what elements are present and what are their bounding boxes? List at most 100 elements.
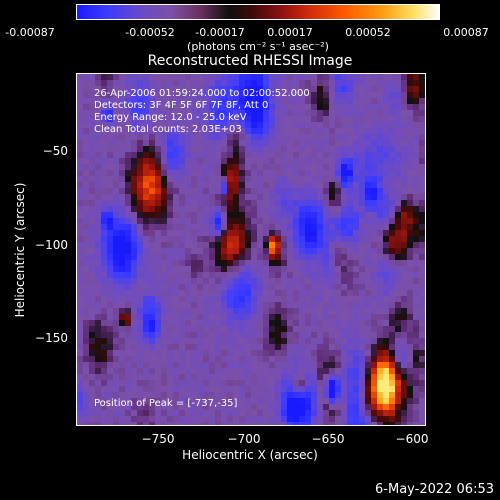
- image-pixel: [125, 308, 131, 314]
- image-pixel: [197, 308, 203, 314]
- image-pixel: [113, 356, 119, 362]
- image-pixel: [257, 260, 263, 266]
- image-pixel: [293, 158, 299, 164]
- image-pixel: [281, 98, 287, 104]
- image-pixel: [365, 206, 371, 212]
- image-pixel: [311, 416, 317, 422]
- image-pixel: [173, 386, 179, 392]
- image-pixel: [407, 362, 413, 368]
- image-pixel: [311, 110, 317, 116]
- image-pixel: [419, 140, 425, 146]
- image-pixel: [233, 164, 239, 170]
- image-pixel: [269, 422, 275, 425]
- image-title: Reconstructed RHESSI Image: [147, 53, 353, 69]
- image-pixel: [287, 188, 293, 194]
- image-pixel: [395, 182, 401, 188]
- image-pixel: [101, 344, 107, 350]
- image-pixel: [113, 98, 119, 104]
- image-pixel: [113, 188, 119, 194]
- image-pixel: [161, 164, 167, 170]
- image-pixel: [293, 290, 299, 296]
- image-pixel: [371, 308, 377, 314]
- image-pixel: [347, 392, 353, 398]
- image-pixel: [383, 284, 389, 290]
- image-pixel: [83, 308, 89, 314]
- image-pixel: [203, 74, 209, 80]
- image-pixel: [185, 80, 191, 86]
- image-pixel: [263, 344, 269, 350]
- image-pixel: [395, 104, 401, 110]
- image-pixel: [185, 386, 191, 392]
- image-pixel: [179, 290, 185, 296]
- image-pixel: [341, 98, 347, 104]
- image-pixel: [125, 248, 131, 254]
- image-pixel: [263, 254, 269, 260]
- image-pixel: [203, 290, 209, 296]
- image-pixel: [341, 380, 347, 386]
- image-pixel: [227, 194, 233, 200]
- image-pixel: [245, 356, 251, 362]
- image-pixel: [179, 140, 185, 146]
- image-pixel: [317, 260, 323, 266]
- image-pixel: [317, 332, 323, 338]
- image-pixel: [407, 110, 413, 116]
- image-pixel: [305, 278, 311, 284]
- image-pixel: [101, 152, 107, 158]
- image-pixel: [77, 110, 83, 116]
- image-pixel: [251, 278, 257, 284]
- image-pixel: [77, 218, 83, 224]
- image-pixel: [365, 272, 371, 278]
- image-pixel: [191, 110, 197, 116]
- image-pixel: [293, 380, 299, 386]
- image-pixel: [269, 260, 275, 266]
- image-pixel: [89, 218, 95, 224]
- image-pixel: [233, 290, 239, 296]
- image-pixel: [215, 284, 221, 290]
- image-pixel: [119, 362, 125, 368]
- image-pixel: [179, 254, 185, 260]
- image-pixel: [77, 260, 83, 266]
- image-pixel: [149, 266, 155, 272]
- image-pixel: [131, 98, 137, 104]
- image-pixel: [179, 242, 185, 248]
- image-pixel: [353, 200, 359, 206]
- image-pixel: [395, 398, 401, 404]
- image-pixel: [149, 362, 155, 368]
- image-pixel: [377, 104, 383, 110]
- image-pixel: [365, 290, 371, 296]
- image-pixel: [251, 80, 257, 86]
- image-pixel: [125, 230, 131, 236]
- image-pixel: [281, 248, 287, 254]
- image-pixel: [185, 290, 191, 296]
- image-pixel: [101, 134, 107, 140]
- image-pixel: [413, 338, 419, 344]
- image-pixel: [305, 128, 311, 134]
- image-pixel: [353, 326, 359, 332]
- image-pixel: [275, 158, 281, 164]
- image-pixel: [161, 104, 167, 110]
- image-pixel: [305, 368, 311, 374]
- image-pixel: [401, 290, 407, 296]
- image-pixel: [239, 338, 245, 344]
- image-pixel: [383, 332, 389, 338]
- image-pixel: [239, 80, 245, 86]
- image-pixel: [185, 410, 191, 416]
- image-pixel: [209, 404, 215, 410]
- image-pixel: [335, 242, 341, 248]
- image-pixel: [131, 80, 137, 86]
- image-pixel: [329, 200, 335, 206]
- image-pixel: [167, 86, 173, 92]
- image-pixel: [281, 326, 287, 332]
- image-pixel: [77, 368, 83, 374]
- image-pixel: [353, 368, 359, 374]
- image-pixel: [251, 248, 257, 254]
- image-pixel: [275, 368, 281, 374]
- image-pixel: [83, 254, 89, 260]
- colorbar-tick-1: -0.00087: [5, 26, 55, 39]
- image-pixel: [239, 266, 245, 272]
- image-pixel: [95, 392, 101, 398]
- image-pixel: [185, 188, 191, 194]
- image-pixel: [173, 176, 179, 182]
- image-pixel: [167, 278, 173, 284]
- image-pixel: [95, 422, 101, 425]
